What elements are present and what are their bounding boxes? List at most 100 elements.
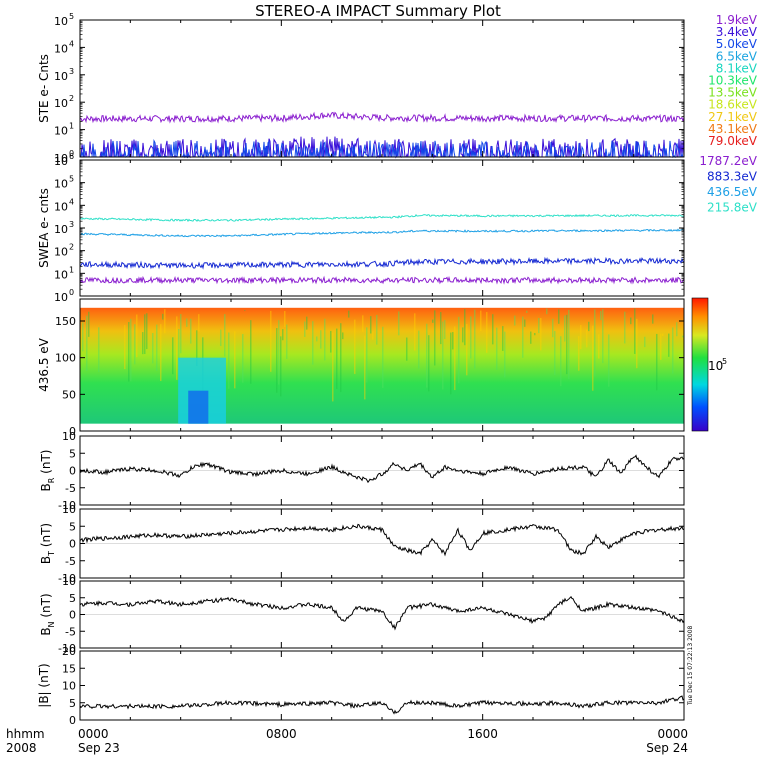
- y-tick-label: 5: [69, 697, 76, 710]
- y-tick-label: 150: [55, 315, 76, 328]
- panel-frame: [79, 19, 685, 158]
- y-tick-label: 50: [62, 388, 76, 401]
- y-tick-exponent: 3: [69, 220, 74, 229]
- pad-streak: [348, 310, 350, 318]
- y-tick-label: 5: [69, 592, 76, 605]
- pad-streak: [172, 337, 174, 375]
- time-axis-label-year: 2008: [6, 741, 37, 755]
- pad-streak: [364, 335, 366, 400]
- pad-streak: [156, 324, 158, 371]
- y-tick-exponent: 4: [69, 39, 74, 48]
- pad-streak: [320, 330, 322, 349]
- pad-streak: [134, 324, 136, 365]
- pad-streak: [426, 323, 428, 388]
- pad-streak: [162, 313, 164, 320]
- pad-streak: [164, 309, 166, 334]
- pad-streak: [566, 314, 568, 375]
- pad-streak: [176, 316, 178, 380]
- pad-streak: [270, 310, 272, 372]
- y-tick-exponent: 3: [69, 67, 74, 76]
- y-tick-label: 10: [62, 575, 76, 588]
- pad-streak: [282, 329, 284, 341]
- y-tick-exponent: 6: [69, 152, 74, 161]
- y-tick-label: -5: [65, 555, 76, 568]
- pad-streak: [190, 318, 192, 344]
- legend-entry: 3.4keV: [716, 25, 758, 39]
- legend-entry: 43.1keV: [708, 122, 758, 136]
- y-tick-label: 10: [54, 152, 68, 165]
- pad-streak: [276, 328, 278, 393]
- pad-streak: [458, 316, 460, 384]
- y-tick-label: 10: [54, 125, 68, 138]
- panel-bt: -10 -5 0 5 10 BT (nT): [39, 503, 685, 585]
- y-tick-label: 10: [54, 70, 68, 83]
- pad-streak: [146, 313, 148, 350]
- y-tick-label: 10: [54, 178, 68, 191]
- panel-frame: [79, 159, 685, 297]
- y-axis-label: STE e- Cnts: [37, 54, 51, 123]
- y-tick-label: 0: [69, 465, 76, 478]
- pad-streak: [370, 316, 372, 334]
- pad-streak: [234, 331, 236, 389]
- pad-streak: [676, 322, 678, 337]
- y-tick-exponent: 0: [69, 288, 74, 297]
- y-axis-label: BT (nT): [39, 523, 56, 564]
- y-axis-label-subscript: N: [47, 621, 56, 627]
- pad-streak: [278, 320, 280, 385]
- time-tick-label: 0000: [78, 727, 109, 741]
- y-axis-label-unit: (nT): [39, 593, 53, 621]
- pad-streak: [578, 336, 580, 371]
- panel-frame: [79, 650, 685, 721]
- pad-streak: [526, 310, 528, 313]
- pad-streak: [130, 318, 132, 382]
- y-tick-label: 10: [54, 268, 68, 281]
- pad-streak: [306, 316, 308, 330]
- pad-streak: [492, 314, 494, 345]
- pad-streak: [672, 327, 674, 374]
- y-axis-label: |B| (nT): [37, 663, 51, 707]
- colorbar-tick-label: 10: [708, 359, 723, 373]
- y-axis-label-unit: (nT): [39, 523, 53, 551]
- pad-streak: [444, 320, 446, 340]
- y-axis-label: SWEA e- cnts: [37, 188, 51, 268]
- pad-streak: [592, 325, 594, 391]
- panel-bmag: 0 5 10 15 20 |B| (nT): [37, 645, 685, 727]
- pad-streak: [602, 309, 604, 364]
- series-bt-line: [79, 523, 685, 557]
- pad-streak: [180, 314, 182, 354]
- pad-streak: [228, 332, 230, 389]
- y-axis-label: BN (nT): [39, 593, 56, 635]
- pad-streak: [418, 330, 420, 369]
- y-tick-label: 10: [54, 15, 68, 28]
- y-tick-exponent: 2: [69, 94, 74, 103]
- colorbar-tick-exponent: 5: [722, 357, 727, 366]
- pad-streak: [630, 317, 632, 325]
- time-tick-label: 0000: [657, 727, 688, 741]
- pad-streak: [434, 310, 436, 366]
- y-tick-label: 10: [54, 155, 68, 168]
- pad-streak: [524, 319, 526, 327]
- legend-ste: 1.9keV3.4keV5.0keV6.5keV8.1keV10.3keV13.…: [708, 13, 758, 148]
- y-tick-label: -10: [58, 499, 76, 512]
- pad-streak: [128, 322, 130, 382]
- colorbar-scale: [691, 297, 709, 432]
- pad-streak: [450, 332, 452, 395]
- pad-streak: [452, 332, 454, 350]
- pad-streak: [160, 324, 162, 381]
- panel-bn: -10 -5 0 5 10 BN (nT): [39, 575, 685, 655]
- pad-streak: [250, 320, 252, 384]
- pad-streak: [244, 310, 246, 312]
- legend-entry: 436.5eV: [707, 185, 758, 199]
- pad-streak: [486, 312, 488, 353]
- y-tick-exponent: 5: [69, 175, 74, 184]
- series-215.8eV-line: [79, 213, 685, 223]
- pad-streak: [304, 321, 306, 337]
- pad-streak: [340, 323, 342, 393]
- y-axis-label-symbol: B: [39, 483, 53, 491]
- pad-streak: [124, 325, 126, 370]
- pad-streak: [286, 324, 288, 359]
- panel-br: -10 -5 0 5 10 BR (nT): [39, 430, 685, 512]
